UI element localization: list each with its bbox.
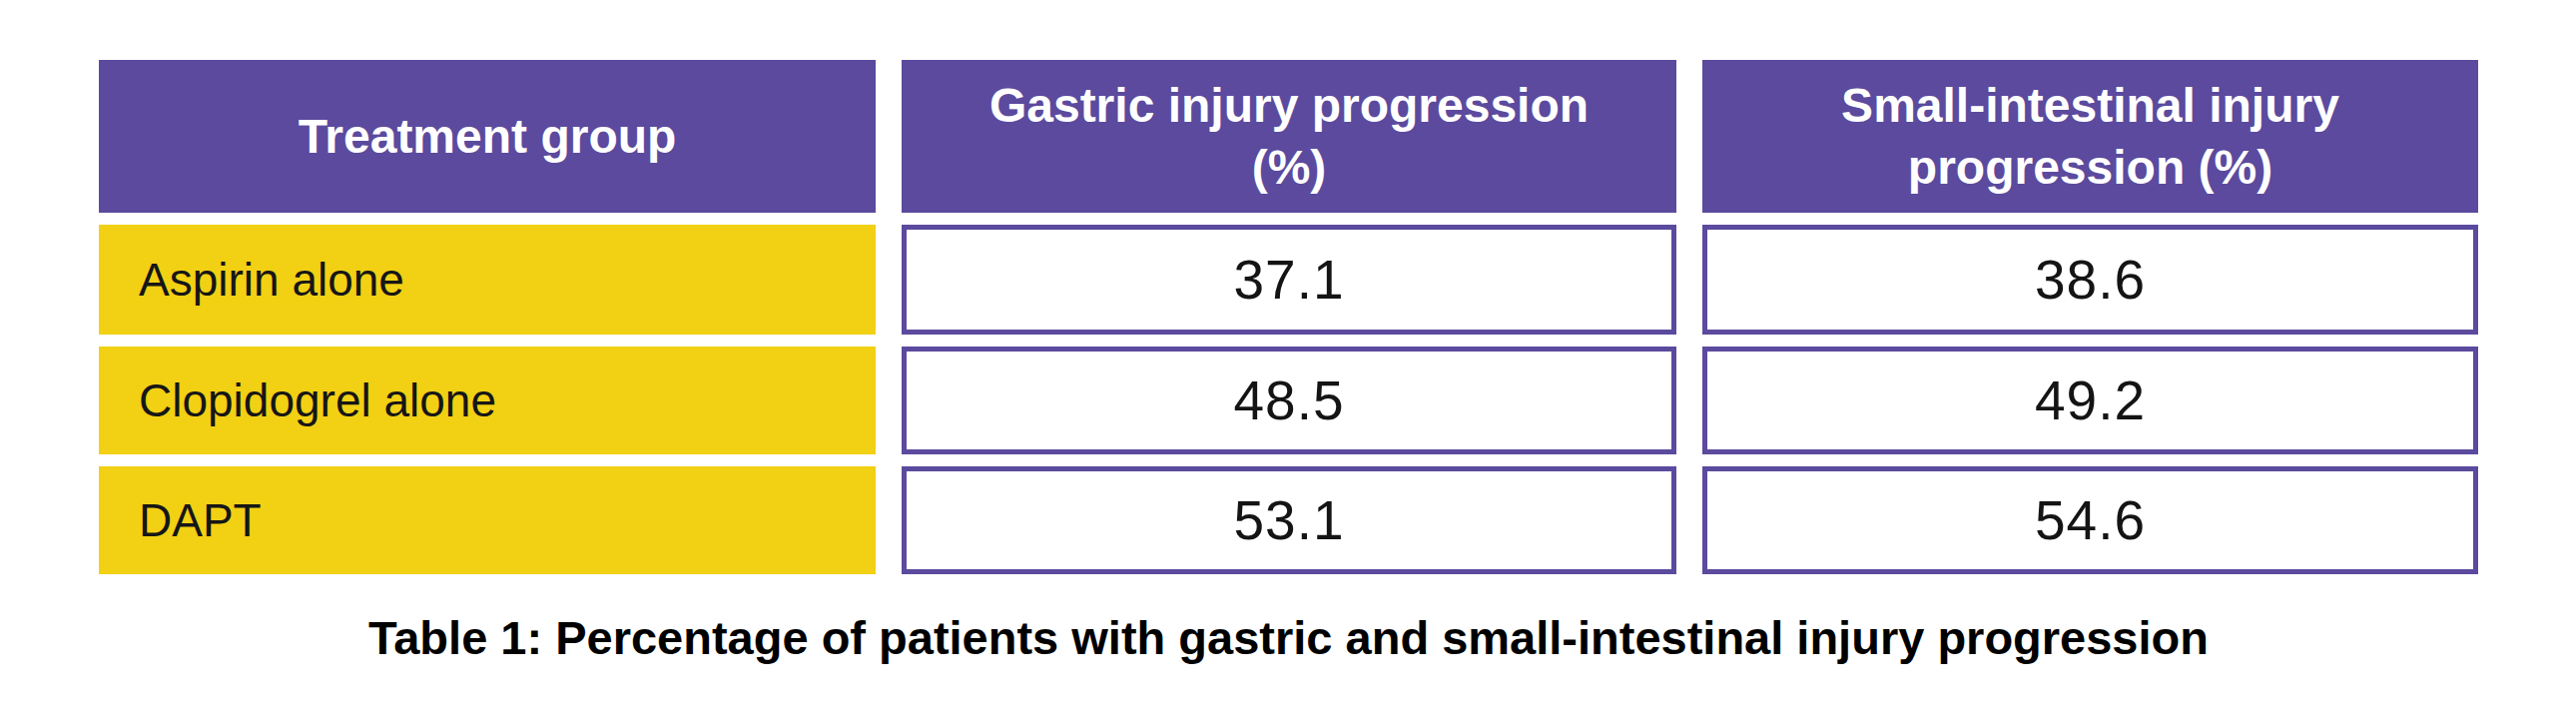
table-figure: Treatment group Gastric injury progressi… (99, 60, 2478, 665)
row-label-aspirin-alone: Aspirin alone (99, 225, 876, 335)
data-table: Treatment group Gastric injury progressi… (99, 60, 2478, 574)
value-cell-aspirin-small-intestinal: 38.6 (1702, 225, 2478, 335)
header-cell-small-intestinal-injury: Small-intestinal injury progression (%) (1702, 60, 2478, 213)
value-cell-clopidogrel-gastric: 48.5 (902, 347, 1676, 454)
value-cell-clopidogrel-small-intestinal: 49.2 (1702, 347, 2478, 454)
row-label-dapt: DAPT (99, 466, 876, 574)
header-cell-gastric-injury: Gastric injury progression (%) (902, 60, 1676, 213)
table-caption: Table 1: Percentage of patients with gas… (99, 610, 2478, 665)
row-label-clopidogrel-alone: Clopidogrel alone (99, 347, 876, 454)
value-cell-aspirin-gastric: 37.1 (902, 225, 1676, 335)
value-cell-dapt-small-intestinal: 54.6 (1702, 466, 2478, 574)
header-cell-treatment-group: Treatment group (99, 60, 876, 213)
value-cell-dapt-gastric: 53.1 (902, 466, 1676, 574)
